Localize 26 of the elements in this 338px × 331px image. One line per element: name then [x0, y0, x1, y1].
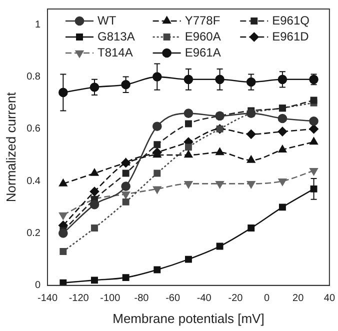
x-tick-label: -80	[134, 293, 150, 304]
legend-label: E961D	[272, 29, 310, 44]
x-axis-title: Membrane potentials [mV]	[112, 310, 264, 326]
y-tick-label: 0.4	[26, 176, 41, 187]
legend-label: E961Q	[272, 13, 310, 28]
legend-label: T814A	[98, 45, 133, 60]
x-tick-label: 40	[324, 293, 336, 304]
legend-label: E961A	[184, 45, 221, 60]
x-tick-label: 0	[264, 293, 270, 304]
x-tick-label: -140	[37, 293, 58, 304]
x-tick-label: 20	[292, 293, 304, 304]
y-tick-label: 0.6	[26, 124, 41, 135]
y-axis-title: Normalized current	[3, 92, 18, 202]
x-tick-label: -40	[196, 293, 212, 304]
y-tick-label: 0.8	[26, 72, 41, 83]
legend-label: G813A	[98, 29, 135, 44]
legend-label: Y778F	[184, 13, 220, 28]
x-tick-label: -20	[228, 293, 244, 304]
y-tick-label: 1	[34, 19, 41, 30]
legend-label: WT	[98, 13, 117, 28]
y-tick-label: 0	[34, 280, 41, 292]
x-tick-label: -100	[100, 293, 121, 304]
x-tick-label: -60	[166, 293, 180, 304]
legend-label: E960A	[184, 29, 221, 44]
y-tick-label: 0.2	[26, 228, 41, 239]
x-tick-label: -120	[68, 293, 90, 304]
